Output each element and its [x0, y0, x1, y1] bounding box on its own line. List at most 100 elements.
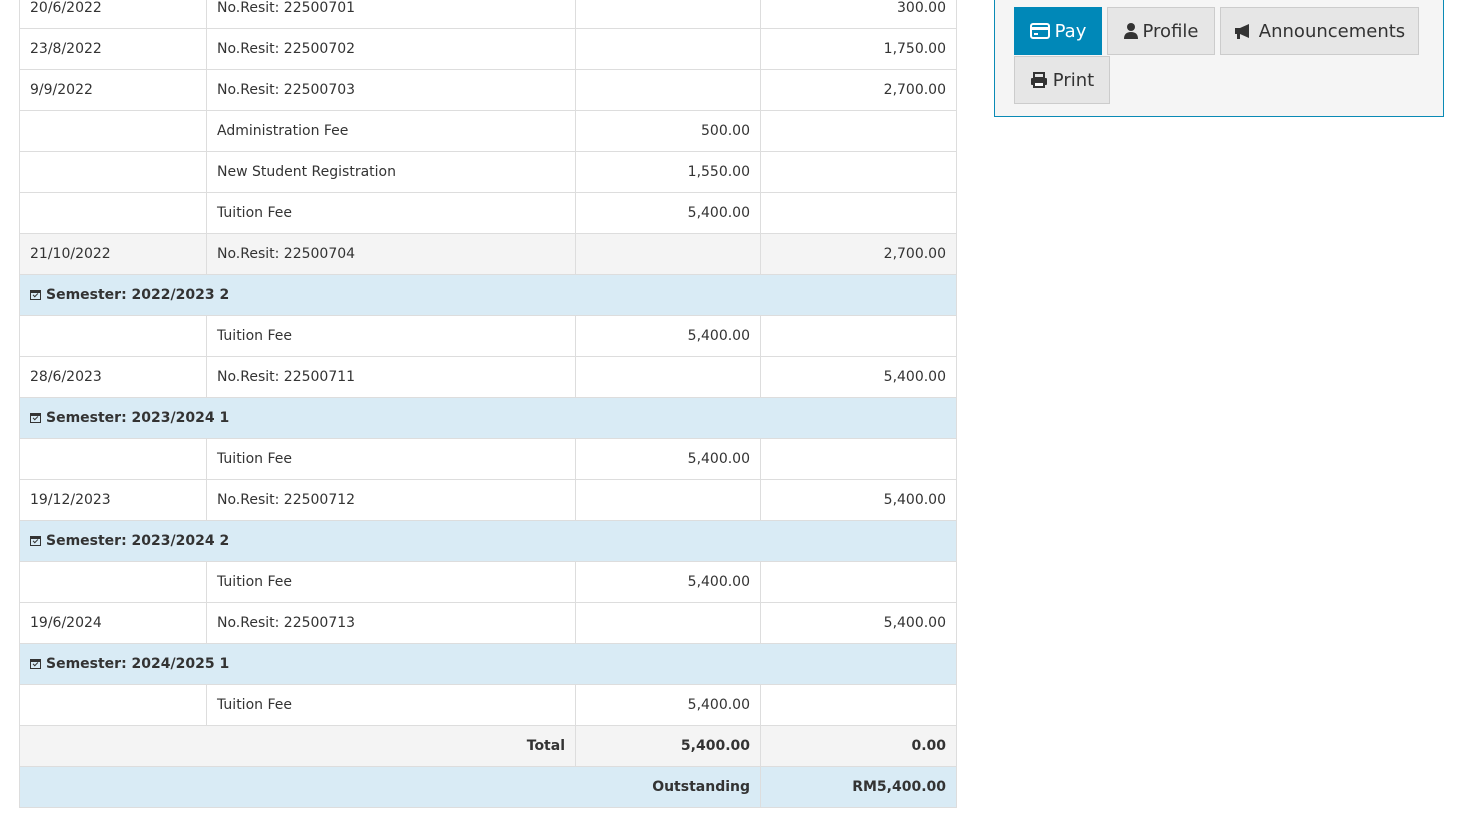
semester-label: Semester: 2024/2025 1	[46, 656, 230, 672]
date-cell: 19/12/2023	[19, 479, 207, 521]
table-row: 19/12/2023 No.Resit: 22500712 5,400.00	[19, 479, 957, 521]
credit-cell: 1,750.00	[760, 28, 957, 70]
credit-cell	[760, 315, 957, 357]
announcements-button[interactable]: Announcements	[1220, 7, 1419, 55]
debit-cell	[575, 479, 761, 521]
semester-label: Semester: 2022/2023 2	[46, 287, 230, 303]
total-credit: 0.00	[760, 725, 957, 767]
description-cell: Tuition Fee	[206, 315, 576, 357]
outstanding-row: Outstanding RM5,400.00	[19, 766, 957, 808]
actions-panel: Pay Profile Announcements Print	[994, 0, 1444, 117]
description-cell: Tuition Fee	[206, 561, 576, 603]
description-cell: No.Resit: 22500712	[206, 479, 576, 521]
debit-cell: 5,400.00	[575, 684, 761, 726]
calendar-check-icon	[30, 536, 41, 546]
date-cell: 9/9/2022	[19, 69, 207, 111]
date-cell	[19, 438, 207, 480]
credit-cell	[760, 684, 957, 726]
credit-card-icon	[1029, 23, 1050, 39]
table-row: 23/8/2022 No.Resit: 22500702 1,750.00	[19, 28, 957, 70]
table-row: 20/6/2022 No.Resit: 22500701 300.00	[19, 0, 957, 29]
semester-header: Semester: 2023/2024 2	[19, 520, 957, 562]
description-cell: Tuition Fee	[206, 684, 576, 726]
table-row: Tuition Fee 5,400.00	[19, 192, 957, 234]
semester-row: Semester: 2023/2024 2	[19, 520, 957, 562]
debit-cell: 500.00	[575, 110, 761, 152]
credit-cell: 5,400.00	[760, 356, 957, 398]
announcements-label: Announcements	[1258, 20, 1406, 42]
credit-cell: 300.00	[760, 0, 957, 29]
date-cell: 28/6/2023	[19, 356, 207, 398]
debit-cell	[575, 233, 761, 275]
table-row: 19/6/2024 No.Resit: 22500713 5,400.00	[19, 602, 957, 644]
statement-table: 20/6/2022 No.Resit: 22500701 300.00 23/8/20…	[19, 0, 957, 808]
description-cell: New Student Registration	[206, 151, 576, 193]
date-cell	[19, 684, 207, 726]
debit-cell: 5,400.00	[575, 315, 761, 357]
credit-cell	[760, 192, 957, 234]
semester-row: Semester: 2022/2023 2	[19, 274, 957, 316]
bullhorn-icon	[1234, 24, 1249, 39]
date-cell	[19, 315, 207, 357]
description-cell: No.Resit: 22500711	[206, 356, 576, 398]
semester-label: Semester: 2023/2024 1	[46, 410, 230, 426]
semester-row: Semester: 2023/2024 1	[19, 397, 957, 439]
debit-cell	[575, 602, 761, 644]
total-row: Total 5,400.00 0.00	[19, 725, 957, 767]
semester-header: Semester: 2024/2025 1	[19, 643, 957, 685]
profile-label: Profile	[1142, 20, 1199, 42]
debit-cell: 5,400.00	[575, 561, 761, 603]
pay-button[interactable]: Pay	[1014, 7, 1102, 55]
outstanding-amount: RM5,400.00	[760, 766, 957, 808]
description-cell: No.Resit: 22500703	[206, 69, 576, 111]
description-cell: No.Resit: 22500702	[206, 28, 576, 70]
semester-header: Semester: 2022/2023 2	[19, 274, 957, 316]
calendar-check-icon	[30, 290, 41, 300]
credit-cell	[760, 561, 957, 603]
credit-cell: 2,700.00	[760, 69, 957, 111]
semester-header: Semester: 2023/2024 1	[19, 397, 957, 439]
calendar-check-icon	[30, 413, 41, 423]
date-cell	[19, 561, 207, 603]
semester-row: Semester: 2024/2025 1	[19, 643, 957, 685]
credit-cell	[760, 438, 957, 480]
table-row: 28/6/2023 No.Resit: 22500711 5,400.00	[19, 356, 957, 398]
description-cell: Administration Fee	[206, 110, 576, 152]
date-cell: 23/8/2022	[19, 28, 207, 70]
date-cell: 20/6/2022	[19, 0, 207, 29]
credit-cell: 2,700.00	[760, 233, 957, 275]
table-row: Tuition Fee 5,400.00	[19, 561, 957, 603]
outstanding-label: Outstanding	[19, 766, 761, 808]
debit-cell	[575, 0, 761, 29]
date-cell: 19/6/2024	[19, 602, 207, 644]
description-cell: Tuition Fee	[206, 438, 576, 480]
debit-cell	[575, 69, 761, 111]
description-cell: No.Resit: 22500701	[206, 0, 576, 29]
table-row: New Student Registration 1,550.00	[19, 151, 957, 193]
debit-cell: 5,400.00	[575, 438, 761, 480]
description-cell: Tuition Fee	[206, 192, 576, 234]
print-button[interactable]: Print	[1014, 56, 1110, 104]
table-row: Tuition Fee 5,400.00	[19, 315, 957, 357]
date-cell	[19, 110, 207, 152]
credit-cell: 5,400.00	[760, 602, 957, 644]
total-label: Total	[19, 725, 576, 767]
semester-label: Semester: 2023/2024 2	[46, 533, 230, 549]
table-row: 21/10/2022 No.Resit: 22500704 2,700.00	[19, 233, 957, 275]
credit-cell: 5,400.00	[760, 479, 957, 521]
credit-cell	[760, 110, 957, 152]
debit-cell	[575, 28, 761, 70]
date-cell	[19, 192, 207, 234]
calendar-check-icon	[30, 659, 41, 669]
pay-label: Pay	[1054, 20, 1087, 42]
credit-cell	[760, 151, 957, 193]
debit-cell: 1,550.00	[575, 151, 761, 193]
description-cell: No.Resit: 22500713	[206, 602, 576, 644]
profile-button[interactable]: Profile	[1107, 7, 1215, 55]
description-cell: No.Resit: 22500704	[206, 233, 576, 275]
user-icon	[1123, 23, 1138, 39]
print-icon	[1030, 72, 1047, 88]
table-row: Administration Fee 500.00	[19, 110, 957, 152]
table-row: 9/9/2022 No.Resit: 22500703 2,700.00	[19, 69, 957, 111]
total-debit: 5,400.00	[575, 725, 761, 767]
